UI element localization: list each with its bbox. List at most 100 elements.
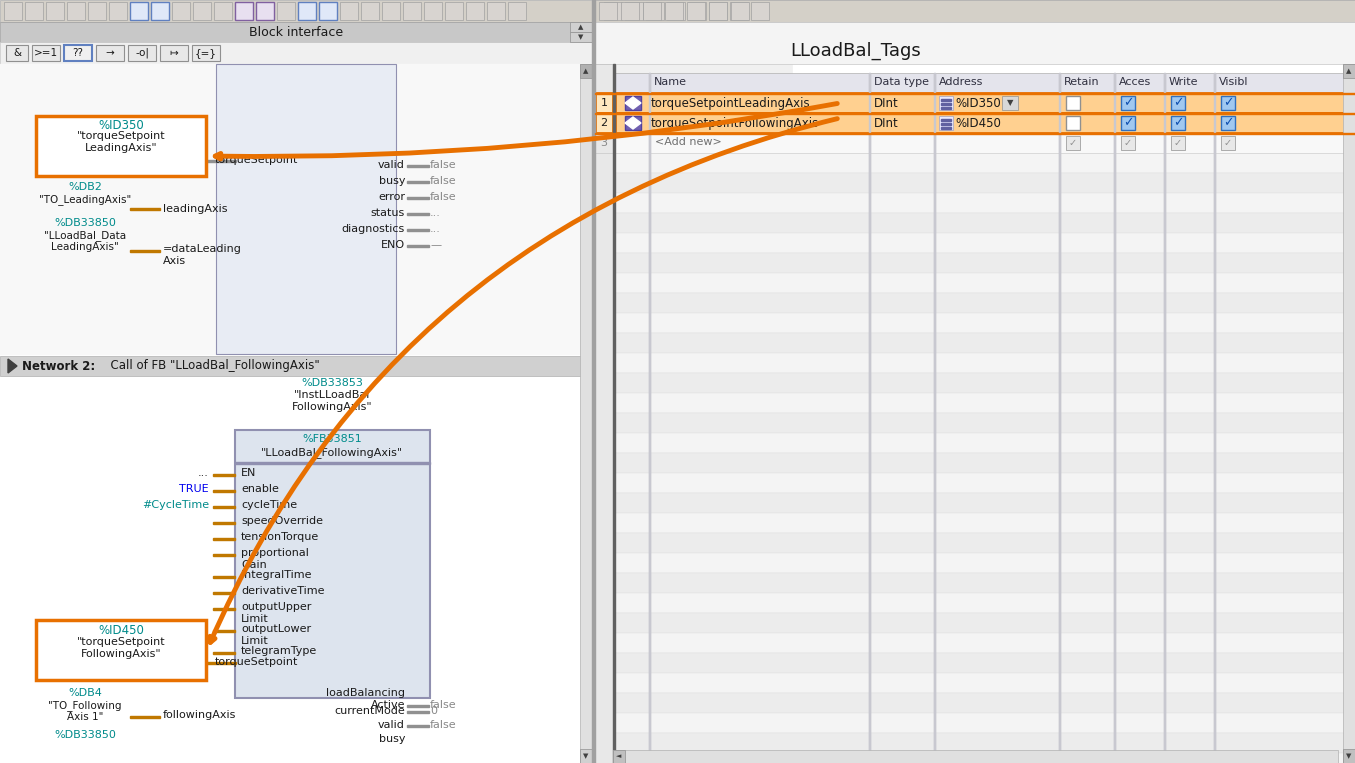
Bar <box>1001 96 1018 110</box>
Text: ✓: ✓ <box>1069 138 1077 148</box>
Bar <box>595 64 612 763</box>
Bar <box>127 45 156 61</box>
Bar <box>130 250 160 252</box>
Bar <box>615 113 1354 133</box>
Bar <box>615 713 1354 733</box>
Text: loadBalancing: loadBalancing <box>327 688 405 698</box>
Bar <box>595 653 612 673</box>
Bar <box>0 64 592 354</box>
Text: proportional: proportional <box>241 548 309 558</box>
Text: LLoadBal_Tags: LLoadBal_Tags <box>790 42 921 60</box>
Text: status: status <box>371 208 405 218</box>
Bar <box>595 753 612 763</box>
Bar <box>625 116 641 130</box>
Bar <box>687 2 705 20</box>
Bar <box>130 208 160 210</box>
Bar <box>382 2 400 20</box>
Text: "TO_LeadingAxis": "TO_LeadingAxis" <box>39 194 131 205</box>
Bar <box>612 64 615 763</box>
Bar <box>1343 64 1355 763</box>
Text: speedOverride: speedOverride <box>241 516 322 526</box>
Bar <box>688 2 706 20</box>
Bar <box>615 473 1354 493</box>
Bar <box>615 693 1354 713</box>
Text: leadingAxis: leadingAxis <box>163 204 228 214</box>
Bar <box>595 213 612 233</box>
Text: Axis 1": Axis 1" <box>66 712 103 722</box>
Bar <box>595 393 612 413</box>
Bar <box>595 513 612 533</box>
Bar <box>940 119 951 121</box>
Text: ▼: ▼ <box>583 753 588 759</box>
Bar <box>615 413 1354 433</box>
Bar <box>595 673 612 693</box>
Text: ENO: ENO <box>381 240 405 250</box>
Text: ↦: ↦ <box>169 48 179 58</box>
Bar <box>1221 96 1234 110</box>
Bar <box>939 116 953 130</box>
Bar <box>570 32 592 42</box>
Bar <box>595 333 612 353</box>
Bar <box>4 2 22 20</box>
Bar <box>595 733 612 753</box>
Text: %ID350: %ID350 <box>955 97 1001 110</box>
Bar <box>595 93 612 113</box>
Bar <box>595 93 1355 94</box>
Bar <box>615 333 1354 353</box>
Bar <box>318 2 337 20</box>
Text: %DB4: %DB4 <box>68 688 102 698</box>
Bar <box>595 413 612 433</box>
Bar <box>213 592 234 594</box>
Text: DInt: DInt <box>874 117 898 130</box>
Bar <box>298 2 316 20</box>
Bar <box>595 193 612 213</box>
Bar <box>1121 96 1135 110</box>
Bar <box>1066 96 1080 110</box>
Bar <box>213 576 234 578</box>
Text: false: false <box>430 720 457 730</box>
Bar <box>1121 116 1135 130</box>
Text: ...: ... <box>430 208 440 218</box>
Bar <box>615 613 1354 633</box>
Bar <box>96 45 125 61</box>
Text: Address: Address <box>939 77 984 87</box>
Bar <box>615 313 1354 333</box>
Bar <box>615 193 1354 213</box>
Bar <box>215 64 396 354</box>
Bar <box>615 733 1354 753</box>
Bar <box>213 474 234 476</box>
Bar <box>615 493 1354 513</box>
Polygon shape <box>625 97 641 109</box>
Bar <box>213 554 234 556</box>
Bar <box>0 0 1355 22</box>
Bar <box>615 373 1354 393</box>
Bar <box>595 133 1355 134</box>
Bar <box>615 573 1354 593</box>
Bar <box>206 662 236 664</box>
Bar <box>793 64 1355 763</box>
Bar <box>1343 749 1355 763</box>
Bar <box>615 173 1354 193</box>
Text: 1: 1 <box>600 98 607 108</box>
Text: Retain: Retain <box>1064 77 1100 87</box>
Bar <box>595 113 1355 114</box>
Bar <box>1066 116 1080 130</box>
Bar <box>214 2 232 20</box>
Bar <box>709 2 728 20</box>
Bar <box>406 711 430 713</box>
Bar <box>595 433 612 453</box>
Bar <box>667 2 686 20</box>
Bar <box>595 693 612 713</box>
Text: ◄: ◄ <box>617 753 622 759</box>
Text: LeadingAxis": LeadingAxis" <box>84 143 157 153</box>
Bar <box>406 197 430 198</box>
Bar <box>615 633 1354 653</box>
Bar <box>615 233 1354 253</box>
Text: Block interface: Block interface <box>249 25 343 38</box>
Bar <box>234 430 430 698</box>
Text: torqueSetpoint: torqueSetpoint <box>215 155 298 165</box>
Bar <box>625 2 644 20</box>
Bar <box>424 2 442 20</box>
Text: Gain: Gain <box>241 560 267 570</box>
Bar <box>615 453 1354 473</box>
